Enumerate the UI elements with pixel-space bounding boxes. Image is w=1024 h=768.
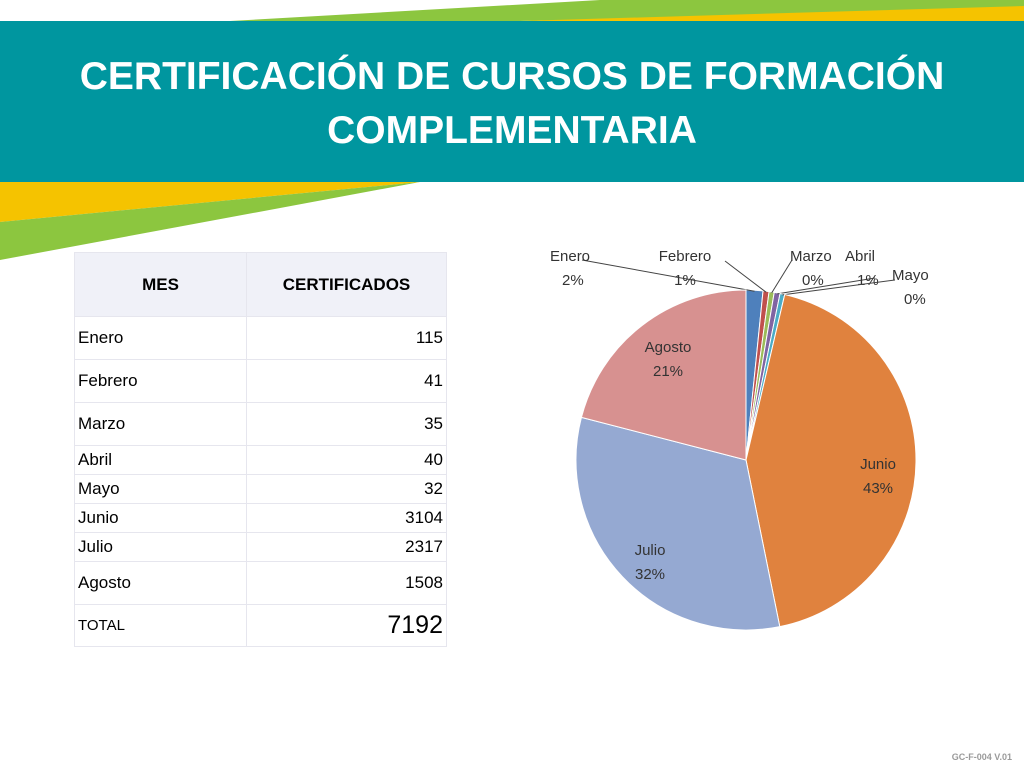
leader-line-abril [777,277,876,295]
slice-percent-febrero: 1% [674,272,696,289]
certificates-table: MES CERTIFICADOS Enero 115 Febrero 41 Ma… [74,252,447,647]
slice-percent-marzo: 0% [802,272,824,289]
table-row: Junio 3104 [74,503,447,533]
pie-slice-junio [745,293,917,628]
header-mes: MES [74,252,247,317]
table-header-row: MES CERTIFICADOS [74,252,447,317]
table-row: Abril 40 [74,445,447,475]
title-banner [0,21,1024,182]
header-certificados: CERTIFICADOS [246,252,447,317]
slice-percent-enero: 2% [562,272,584,289]
leader-line-enero [581,259,755,292]
slice-percent-junio: 43% [863,480,893,497]
pie-slice-agosto [580,289,747,461]
slice-percent-julio: 32% [635,566,665,583]
slice-percent-abril: 1% [857,272,879,289]
cell-month: Agosto [74,561,247,605]
slice-percent-mayo: 0% [904,291,926,308]
cell-value: 3104 [246,503,447,533]
leader-line-marzo [771,259,793,294]
table-row: Agosto 1508 [74,561,447,605]
slice-label-agosto: Agosto [645,339,692,356]
leader-line-febrero [724,260,767,293]
slide-title-line1: CERTIFICACIÓN DE CURSOS DE FORMACIÓN [79,55,945,98]
slice-label-abril: Abril [845,248,875,265]
accent-green-lower [0,182,420,260]
table-row: Julio 2317 [74,532,447,562]
table-row: Enero 115 [74,316,447,360]
cell-value: 2317 [246,532,447,562]
cell-value: 115 [246,316,447,360]
pie-chart: Enero 2% Febrero 1% Marzo 0% Abril 1% Mayo 0% Juni… [550,248,929,631]
footer-code: GC-F-004 V.01 [951,752,1012,762]
table-row: Marzo 35 [74,402,447,446]
accent-green-stripe [230,0,1024,21]
cell-month: Febrero [74,359,247,403]
slice-label-enero: Enero [550,248,590,265]
slice-label-febrero: Febrero [659,248,712,265]
cell-value: 35 [246,402,447,446]
slice-percent-agosto: 21% [653,363,683,380]
total-value: 7192 [246,604,447,647]
total-label: TOTAL [74,604,247,647]
cell-value: 1508 [246,561,447,605]
pie-slice-julio [575,416,781,631]
table-total-row: TOTAL 7192 [74,604,447,647]
slice-label-mayo: Mayo [892,267,929,284]
cell-month: Junio [74,503,247,533]
cell-value: 41 [246,359,447,403]
cell-month: Julio [74,532,247,562]
cell-month: Abril [74,445,247,475]
table-row: Mayo 32 [74,474,447,504]
leader-line-mayo [782,279,896,296]
cell-month: Marzo [74,402,247,446]
slice-label-julio: Julio [635,542,666,559]
slice-label-junio: Junio [860,456,896,473]
table-row: Febrero 41 [74,359,447,403]
cell-value: 40 [246,445,447,475]
background-decoration [0,0,1024,260]
slice-label-marzo: Marzo [790,248,832,265]
slide-title: CERTIFICACIÓN DE CURSOS DE FORMACIÓN COM… [0,50,1024,158]
slide-title-line2: COMPLEMENTARIA [327,109,697,152]
cell-month: Mayo [74,474,247,504]
cell-month: Enero [74,316,247,360]
cell-value: 32 [246,474,447,504]
